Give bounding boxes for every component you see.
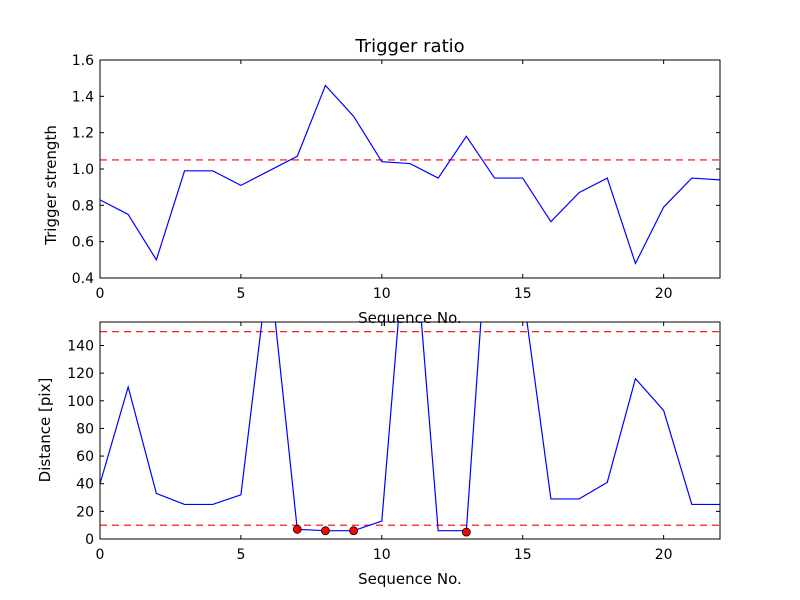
top-y-axis-label: Trigger strength bbox=[42, 125, 60, 246]
x-tick-label: 15 bbox=[514, 286, 532, 302]
x-tick-label: 15 bbox=[514, 547, 532, 563]
data-point-marker bbox=[349, 526, 359, 536]
bottom-x-axis-label: Sequence No. bbox=[358, 570, 462, 588]
y-tick-label: 40 bbox=[76, 477, 94, 493]
x-tick-label: 10 bbox=[373, 547, 391, 563]
series-line bbox=[100, 322, 720, 532]
top-x-axis-label: Sequence No. bbox=[358, 309, 462, 327]
y-tick-label: 60 bbox=[76, 449, 94, 465]
data-point-marker bbox=[321, 526, 330, 536]
x-tick-label: 10 bbox=[373, 286, 391, 302]
distance-plot-area: 0 5 10 15 20 0 20 40 60 80 100 120 140 bbox=[67, 321, 721, 563]
chart-title: Trigger ratio bbox=[354, 36, 464, 57]
y-tick-label: 20 bbox=[76, 504, 94, 520]
x-tick-label: 5 bbox=[236, 286, 245, 302]
series-line bbox=[100, 84, 720, 266]
y-tick-label: 100 bbox=[67, 394, 94, 410]
trigger-ratio-plot-area: 0 5 10 15 20 0.4 0.6 0.8 1.0 1.2 1.4 1.6 bbox=[72, 53, 721, 302]
bottom-y-axis-label: Distance [pix] bbox=[36, 378, 54, 483]
x-tick-label: 20 bbox=[655, 286, 673, 302]
y-tick-label: 1.6 bbox=[72, 53, 94, 69]
y-tick-label: 1.2 bbox=[72, 126, 94, 142]
x-tick-label: 0 bbox=[96, 286, 105, 302]
y-tick-label: 120 bbox=[67, 366, 94, 382]
data-point-marker bbox=[461, 527, 471, 537]
y-tick-label: 1.0 bbox=[72, 162, 94, 178]
data-point-marker bbox=[292, 524, 302, 534]
y-tick-label: 140 bbox=[67, 338, 94, 354]
x-tick-label: 0 bbox=[96, 547, 105, 563]
x-tick-label: 20 bbox=[655, 547, 673, 563]
y-tick-label: 0 bbox=[85, 532, 94, 548]
y-tick-label: 0.6 bbox=[72, 235, 94, 251]
y-tick-label: 1.4 bbox=[72, 89, 94, 105]
plot-frame bbox=[99, 321, 721, 540]
y-tick-label: 80 bbox=[76, 421, 94, 437]
y-tick-label: 0.4 bbox=[72, 271, 94, 287]
x-tick-label: 5 bbox=[236, 547, 245, 563]
y-tick-label: 0.8 bbox=[72, 198, 94, 214]
